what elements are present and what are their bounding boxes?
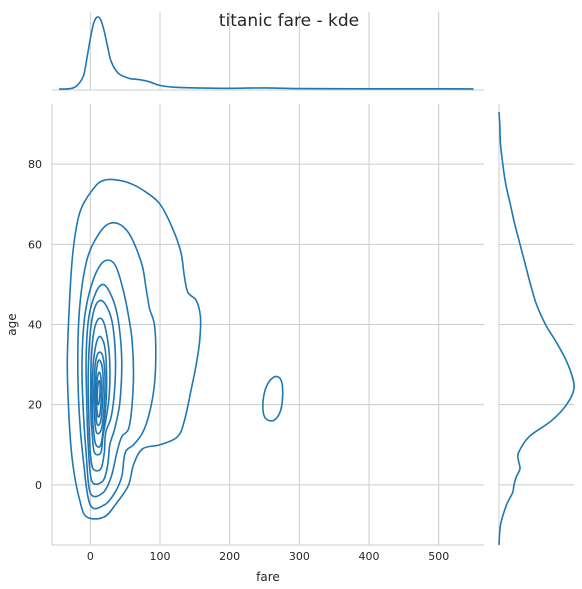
kde-contour-line xyxy=(96,379,101,406)
x-axis-label: fare xyxy=(256,570,280,584)
kde-contour-line xyxy=(66,178,202,520)
y-tick-label: 60 xyxy=(28,238,42,251)
kde-contour-line xyxy=(76,222,157,510)
x-tick-label: 200 xyxy=(219,550,240,563)
kde-contour-line xyxy=(81,259,135,498)
y-axis-label: age xyxy=(5,313,19,335)
marginal-y-gridlines xyxy=(499,163,574,486)
kde-contour-line xyxy=(91,335,108,448)
x-tick-labels: 0 100 200 300 400 500 xyxy=(87,550,449,563)
kde-contour-line xyxy=(262,375,284,422)
x-tick-label: 100 xyxy=(150,550,171,563)
y-tick-label: 20 xyxy=(28,399,42,412)
y-tick-label: 0 xyxy=(35,479,42,492)
kde-contour-line xyxy=(85,283,123,486)
y-tick-labels: 0 20 40 60 80 xyxy=(28,158,42,492)
marginal-y-kde xyxy=(498,111,575,546)
x-tick-label: 400 xyxy=(359,550,380,563)
joint-kde-contours xyxy=(66,178,284,520)
y-tick-label: 80 xyxy=(28,158,42,171)
chart-title: titanic fare - kde xyxy=(219,11,359,31)
axis-spines xyxy=(51,89,500,546)
kde-contour-line xyxy=(87,299,117,472)
kde-contour-line xyxy=(95,371,103,418)
x-tick-label: 300 xyxy=(289,550,310,563)
marginal-y-kde-line xyxy=(498,111,575,546)
joint-gridlines xyxy=(52,104,484,545)
x-tick-label: 0 xyxy=(87,550,94,563)
marginal-x-kde xyxy=(58,16,474,90)
x-tick-label: 500 xyxy=(428,550,449,563)
kde-contour-line xyxy=(94,359,104,427)
marginal-x-gridlines xyxy=(89,12,440,90)
marginal-x-kde-line xyxy=(58,16,474,90)
kde-contour-line xyxy=(92,351,106,435)
y-tick-label: 40 xyxy=(28,319,42,332)
